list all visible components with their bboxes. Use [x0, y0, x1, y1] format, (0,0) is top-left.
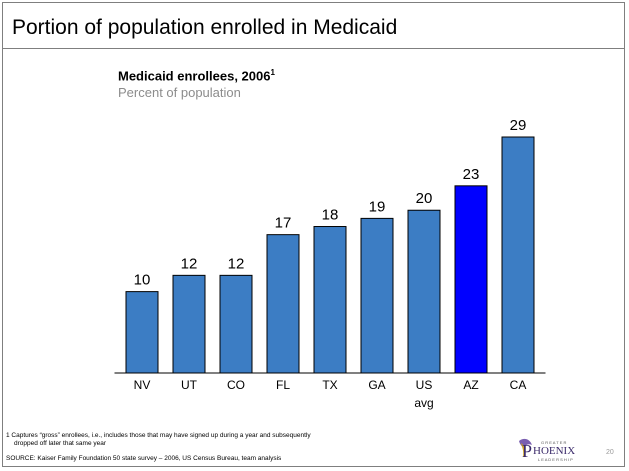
value-label-co: 12 — [228, 255, 245, 272]
logo-initial: P — [522, 441, 532, 461]
source-note: SOURCE: Kaiser Family Foundation 50 stat… — [6, 455, 282, 462]
chart-title: Medicaid enrollees, 20061 — [118, 68, 275, 83]
bar-ca — [501, 136, 535, 374]
phoenix-leadership-logo: P G R E A T E R HOENIX L E A D E R S H I… — [519, 438, 575, 462]
category-label-co: CO — [227, 378, 245, 392]
bar-fl — [266, 234, 300, 374]
value-label-ut: 12 — [181, 255, 198, 272]
value-label-nv: 10 — [134, 272, 151, 289]
bar-co — [219, 274, 253, 374]
footnote-line-2: dropped off later that same year — [14, 440, 107, 447]
value-label-us: 20 — [416, 190, 433, 207]
category-sublabel-us: avg — [414, 396, 433, 410]
category-label-ca: CA — [510, 378, 527, 392]
category-label-ut: UT — [181, 378, 198, 392]
category-label-us: US — [416, 378, 433, 392]
bar-ga — [360, 217, 394, 374]
chart-title-text: Medicaid enrollees, 2006 — [118, 68, 271, 84]
chart-title-footnote-mark: 1 — [270, 68, 275, 77]
logo-top-text: G R E A T E R — [541, 440, 567, 445]
logo-bottom-text: L E A D E R S H I P — [538, 457, 573, 462]
title-divider — [2, 48, 625, 49]
category-label-nv: NV — [134, 378, 151, 392]
slide-title: Portion of population enrolled in Medica… — [12, 16, 398, 39]
value-label-tx: 18 — [322, 207, 339, 224]
chart-subtitle: Percent of population — [118, 85, 241, 100]
category-label-tx: TX — [322, 378, 337, 392]
footnote-line-1: 1 Captures “gross” enrollees, i.e., incl… — [6, 432, 311, 439]
bar-tx — [313, 226, 347, 374]
footnote: 1 Captures “gross” enrollees, i.e., incl… — [6, 432, 496, 448]
value-label-ca: 29 — [510, 117, 527, 134]
value-label-az: 23 — [463, 166, 480, 183]
category-label-az: AZ — [463, 378, 478, 392]
bar-ut — [172, 274, 206, 374]
value-label-fl: 17 — [275, 215, 292, 232]
bar-az — [454, 185, 488, 374]
bar-nv — [125, 291, 159, 374]
page-number: 20 — [606, 449, 614, 456]
logo-main-text: HOENIX — [533, 445, 575, 457]
category-label-fl: FL — [276, 378, 290, 392]
value-label-ga: 19 — [369, 198, 386, 215]
bar-us — [407, 209, 441, 374]
category-label-ga: GA — [368, 378, 385, 392]
